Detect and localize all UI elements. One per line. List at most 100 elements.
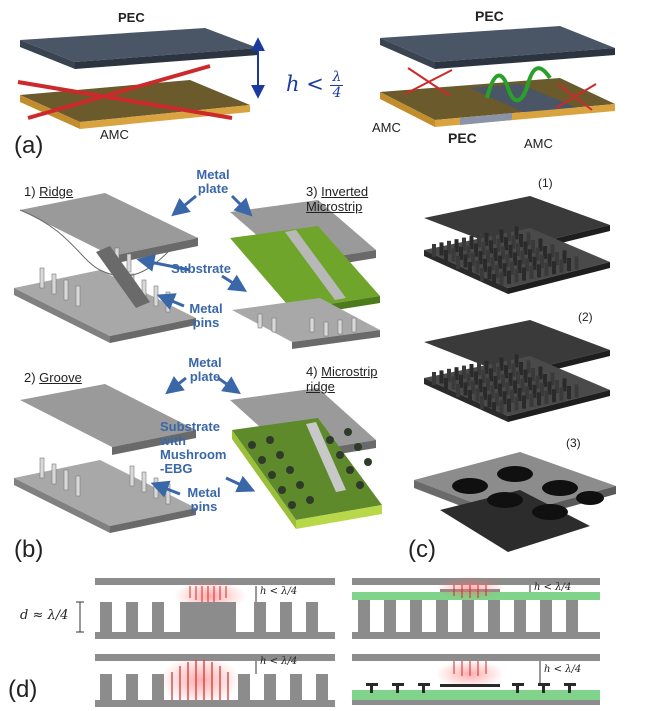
gap-label-2: h < λ/4 — [260, 656, 298, 667]
pin — [535, 247, 540, 261]
pin — [547, 253, 552, 267]
callout-mp2-a: Metal — [188, 355, 222, 370]
callout-mp1-a: Metal — [196, 167, 230, 182]
cross-section-microstrip-ridge — [352, 654, 600, 705]
pin — [510, 389, 514, 403]
pin — [469, 364, 474, 377]
pin — [531, 368, 535, 381]
holey-plate-structure-3 — [414, 452, 616, 552]
pin — [523, 241, 528, 255]
pin — [462, 237, 466, 251]
pin — [517, 260, 522, 273]
pin — [505, 382, 510, 395]
pin — [483, 258, 487, 272]
pin-bed-structure-1 — [424, 196, 610, 294]
pin — [523, 369, 528, 383]
pin — [492, 402, 496, 415]
panel-a-label: (a) — [14, 132, 44, 159]
title-mr-num: 4) — [306, 364, 322, 379]
pin — [454, 239, 459, 253]
pin — [486, 249, 490, 263]
pin — [562, 250, 567, 264]
pin — [478, 379, 483, 393]
pin — [511, 235, 516, 249]
pin — [501, 246, 505, 260]
pin — [468, 262, 472, 275]
pin — [517, 388, 522, 401]
pin — [519, 362, 523, 375]
pin — [504, 365, 508, 379]
pec-label-right: PEC — [475, 8, 504, 24]
groove-gap-waveguide — [14, 384, 196, 533]
pec-label-left: PEC — [118, 10, 145, 25]
pin — [469, 236, 474, 249]
pin — [439, 370, 444, 384]
pin — [439, 242, 444, 256]
pin — [504, 237, 508, 251]
pin — [507, 228, 511, 241]
callout-mush-4: -EBG — [160, 461, 193, 476]
pin — [567, 386, 571, 399]
pin — [519, 234, 523, 247]
pin — [516, 243, 520, 257]
callout-pins1-b: pins — [192, 315, 220, 330]
blocked-mode-cross-right-2 — [555, 83, 597, 111]
callout-mush-1: Substrate — [160, 419, 220, 434]
pin — [456, 256, 460, 269]
pin — [478, 251, 483, 265]
pin — [510, 261, 514, 275]
pin — [462, 365, 466, 379]
pin — [538, 238, 543, 252]
callout-metal-pins-2: Metal pins — [184, 486, 224, 514]
callout-pins2-b: pins — [190, 499, 218, 514]
pec-label-center: PEC — [448, 130, 477, 146]
pin — [480, 396, 484, 409]
pin — [543, 374, 547, 387]
pin — [508, 244, 513, 258]
pin — [520, 250, 525, 264]
pin — [526, 360, 531, 374]
amc-label-right-1: AMC — [372, 120, 401, 135]
pin — [507, 356, 511, 369]
pin — [544, 390, 549, 404]
pin — [522, 395, 526, 409]
pin — [505, 254, 510, 267]
pin — [513, 380, 517, 394]
pin — [474, 243, 478, 257]
pin — [528, 249, 532, 263]
pin — [459, 374, 463, 388]
pin — [562, 378, 567, 392]
pin — [495, 392, 499, 406]
title-microstrip-ridge: 4) Microstrip ridge — [306, 364, 378, 394]
amc-label-right-2: AMC — [524, 136, 553, 151]
pin — [481, 370, 486, 383]
structure-1-label: (1) — [538, 176, 553, 190]
pin — [514, 269, 519, 283]
height-condition: h < λ 4 — [286, 70, 344, 101]
pin — [444, 378, 448, 391]
pin — [451, 248, 456, 262]
pin — [477, 234, 481, 248]
pin — [466, 245, 471, 259]
callout-substrate: Substrate — [171, 261, 231, 276]
pin — [531, 240, 535, 253]
pin — [498, 383, 502, 397]
callout-arrows — [136, 194, 256, 498]
pin — [508, 372, 513, 386]
pin — [481, 242, 486, 255]
pin — [543, 246, 547, 259]
callout-mush-2: with — [160, 433, 186, 448]
pin — [567, 258, 571, 271]
pin — [492, 231, 496, 245]
title-im-word1: Inverted — [321, 184, 369, 199]
pin — [451, 376, 456, 390]
pin — [475, 388, 480, 402]
pin — [499, 400, 504, 414]
pin — [489, 368, 493, 382]
pin — [555, 252, 559, 265]
pin — [559, 387, 564, 401]
pin — [492, 274, 496, 287]
pin — [471, 380, 475, 394]
pin — [550, 244, 555, 258]
pin — [498, 255, 502, 269]
